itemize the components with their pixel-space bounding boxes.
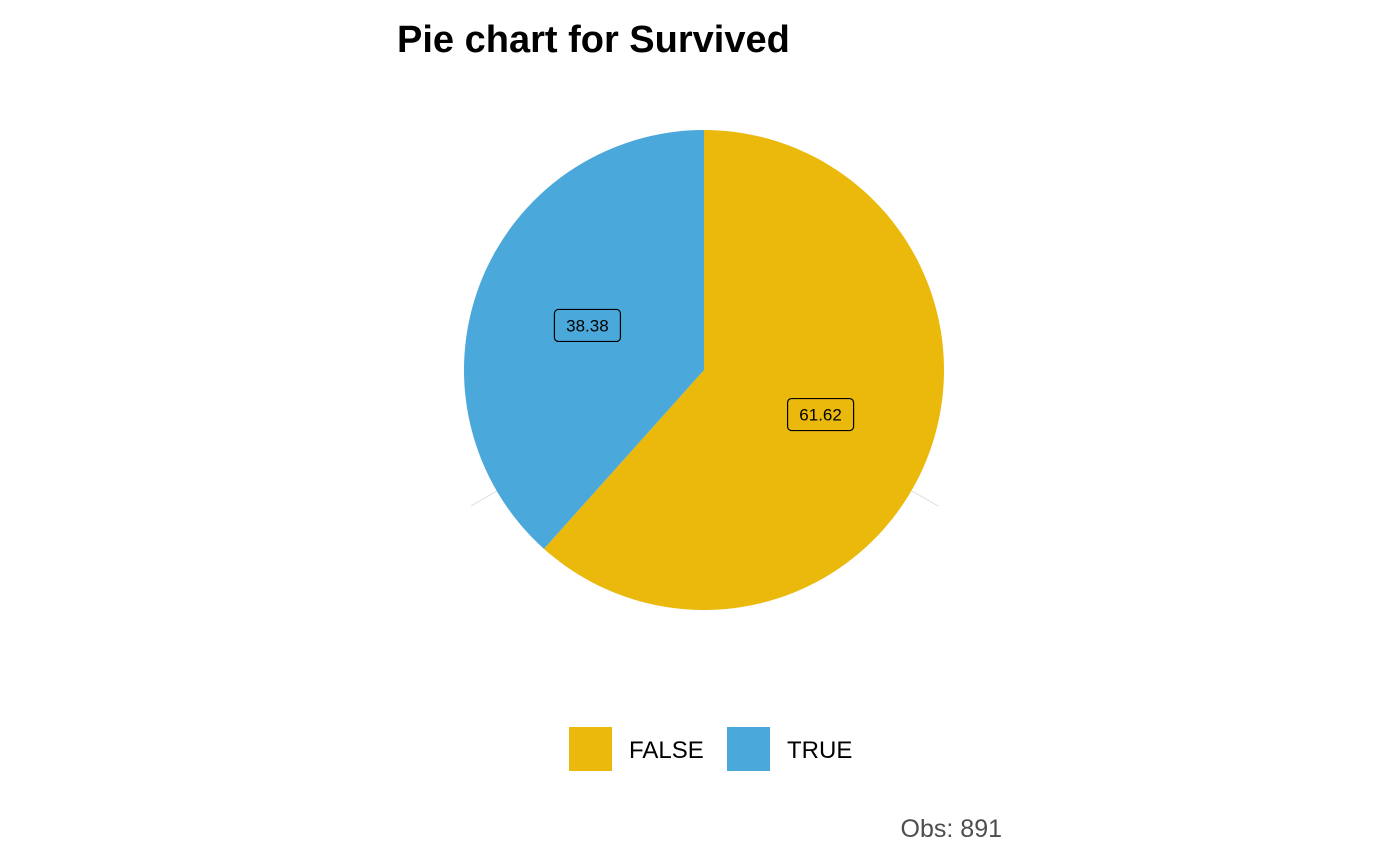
legend: FALSE TRUE bbox=[569, 727, 852, 771]
data-label-box bbox=[786, 397, 855, 432]
legend-swatch-true bbox=[727, 727, 770, 771]
pie-slices bbox=[464, 130, 945, 610]
pie-slice-true bbox=[464, 130, 704, 549]
data-label-text: 38.38 bbox=[566, 316, 609, 335]
chart-title: Pie chart for Survived bbox=[397, 19, 790, 61]
legend-label-false: FALSE bbox=[629, 737, 704, 764]
data-label-text: 61.62 bbox=[799, 406, 842, 425]
data-label-box bbox=[553, 308, 622, 343]
legend-swatch-false bbox=[569, 727, 612, 771]
data-label-false: 61.62 bbox=[786, 397, 855, 432]
pie-slice-false bbox=[543, 130, 945, 610]
slice-edge-tick-left bbox=[470, 490, 498, 507]
data-label-true: 38.38 bbox=[553, 308, 622, 343]
pie-data-labels: 61.62 38.38 bbox=[553, 308, 855, 432]
observation-count-caption: Obs: 891 bbox=[901, 815, 1002, 843]
slice-edge-tick-right bbox=[911, 490, 939, 507]
legend-label-true: TRUE bbox=[787, 737, 852, 764]
